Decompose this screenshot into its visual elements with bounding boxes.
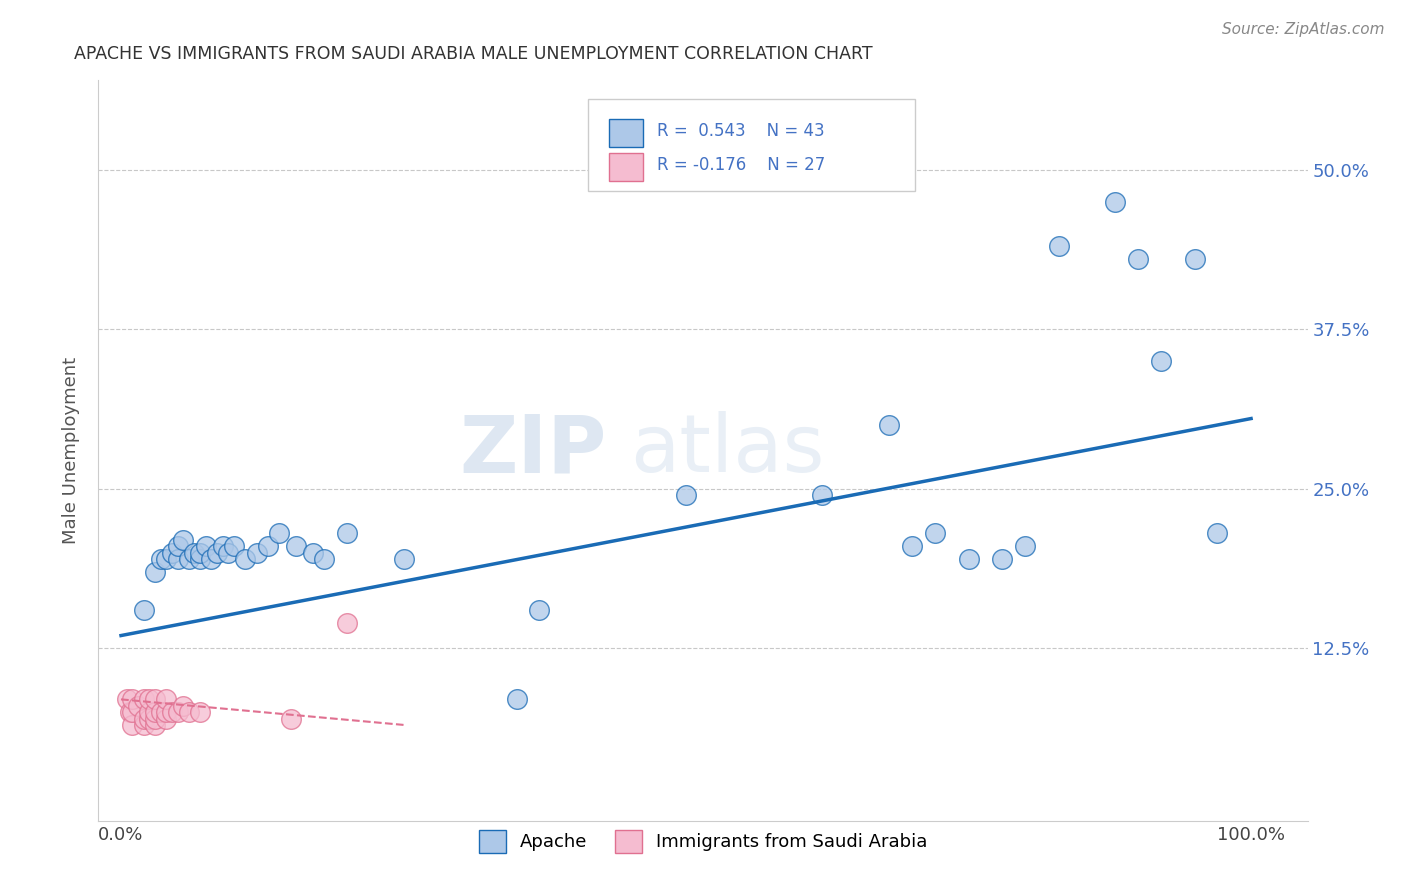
Point — [172, 698, 194, 713]
Point — [160, 705, 183, 719]
Point — [675, 488, 697, 502]
Point — [127, 698, 149, 713]
Text: ZIP: ZIP — [458, 411, 606, 490]
Point — [143, 705, 166, 719]
Point — [924, 526, 946, 541]
Point — [233, 552, 256, 566]
Point — [138, 712, 160, 726]
Point — [194, 539, 217, 553]
Point — [392, 552, 415, 566]
Point — [314, 552, 336, 566]
Point — [121, 692, 143, 706]
Point — [155, 692, 177, 706]
Point — [810, 488, 832, 502]
Text: APACHE VS IMMIGRANTS FROM SAUDI ARABIA MALE UNEMPLOYMENT CORRELATION CHART: APACHE VS IMMIGRANTS FROM SAUDI ARABIA M… — [75, 45, 873, 63]
Point — [166, 552, 188, 566]
Point — [115, 692, 138, 706]
Point — [183, 545, 205, 559]
Point — [505, 692, 527, 706]
Point — [166, 539, 188, 553]
Point — [879, 417, 901, 432]
Point — [1126, 252, 1149, 266]
Point — [222, 539, 245, 553]
Point — [336, 526, 359, 541]
Point — [217, 545, 239, 559]
Point — [138, 705, 160, 719]
Point — [1150, 354, 1173, 368]
Point — [160, 545, 183, 559]
Point — [121, 705, 143, 719]
Point — [177, 705, 200, 719]
Point — [188, 545, 211, 559]
Y-axis label: Male Unemployment: Male Unemployment — [62, 357, 80, 544]
Point — [155, 712, 177, 726]
Point — [132, 718, 155, 732]
Point — [143, 692, 166, 706]
Point — [132, 712, 155, 726]
Point — [269, 526, 291, 541]
Point — [957, 552, 980, 566]
Point — [1184, 252, 1206, 266]
Bar — [609, 119, 643, 147]
Point — [143, 718, 166, 732]
Point — [121, 718, 143, 732]
FancyBboxPatch shape — [588, 99, 915, 191]
Point — [1047, 239, 1070, 253]
Point — [132, 603, 155, 617]
Point — [211, 539, 233, 553]
Point — [143, 565, 166, 579]
Point — [177, 552, 200, 566]
Point — [1104, 194, 1126, 209]
Point — [138, 692, 160, 706]
Point — [188, 705, 211, 719]
Point — [302, 545, 325, 559]
Point — [285, 539, 308, 553]
Point — [155, 552, 177, 566]
Point — [149, 552, 172, 566]
Point — [901, 539, 924, 553]
Point — [143, 712, 166, 726]
Point — [132, 692, 155, 706]
Bar — [609, 153, 643, 181]
Point — [149, 705, 172, 719]
Point — [280, 712, 302, 726]
Point — [188, 552, 211, 566]
Point — [527, 603, 550, 617]
Point — [991, 552, 1014, 566]
Text: R = -0.176    N = 27: R = -0.176 N = 27 — [657, 155, 825, 174]
Point — [200, 552, 222, 566]
Point — [1206, 526, 1229, 541]
Point — [336, 615, 359, 630]
Point — [1014, 539, 1036, 553]
Point — [172, 533, 194, 547]
Point — [120, 705, 142, 719]
Text: atlas: atlas — [630, 411, 825, 490]
Point — [246, 545, 269, 559]
Point — [166, 705, 188, 719]
Text: Source: ZipAtlas.com: Source: ZipAtlas.com — [1222, 22, 1385, 37]
Text: R =  0.543    N = 43: R = 0.543 N = 43 — [657, 121, 825, 139]
Point — [257, 539, 280, 553]
Point — [205, 545, 228, 559]
Point — [155, 705, 177, 719]
Legend: Apache, Immigrants from Saudi Arabia: Apache, Immigrants from Saudi Arabia — [471, 823, 935, 860]
